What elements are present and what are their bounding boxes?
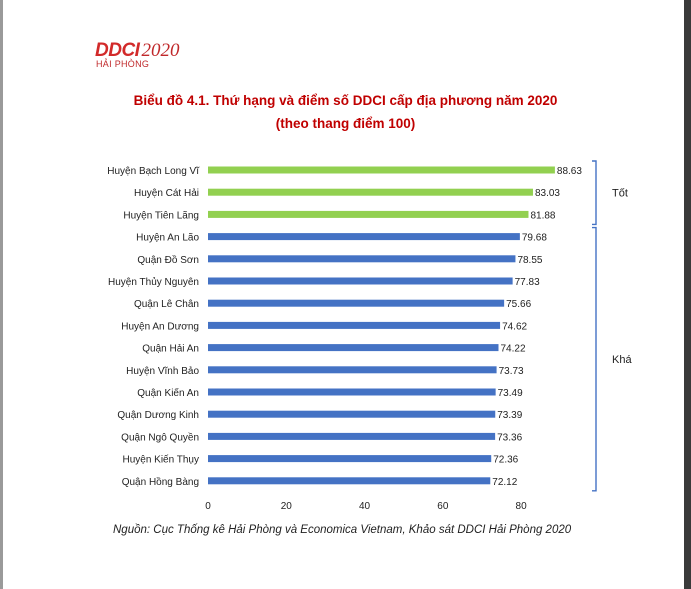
data-label: 74.22 xyxy=(500,344,525,355)
data-label: 73.73 xyxy=(499,366,524,377)
x-tick-label: 0 xyxy=(205,501,211,512)
chart-subtitle: (theo thang điểm 100) xyxy=(275,116,416,131)
bar xyxy=(208,166,555,174)
bar xyxy=(208,432,496,440)
category-label: Quận Đồ Sơn xyxy=(137,254,199,266)
category-label: Huyện Vĩnh Bảo xyxy=(126,366,199,377)
bar xyxy=(208,233,520,241)
x-tick-label: 60 xyxy=(437,501,449,512)
bar xyxy=(208,477,491,485)
logo-year: 2020 xyxy=(141,40,180,61)
bar xyxy=(208,255,516,263)
chart-title: Biểu đồ 4.1. Thứ hạng và điểm số DDCI cấ… xyxy=(133,93,558,108)
bar xyxy=(208,410,496,418)
logo-subtitle: HẢI PHÒNG xyxy=(96,59,150,69)
category-label: Huyện An Dương xyxy=(121,321,199,332)
data-label: 75.66 xyxy=(506,299,531,310)
x-tick-label: 80 xyxy=(516,501,528,512)
data-label: 72.12 xyxy=(492,477,517,488)
ddci-logo: DDCI 2020 HẢI PHÒNG xyxy=(95,40,180,69)
category-label: Huyện Kiến Thụy xyxy=(122,454,199,466)
data-label: 73.49 xyxy=(498,388,523,399)
category-label: Quận Hải An xyxy=(142,344,199,355)
logo-brand: DDCI xyxy=(95,40,140,61)
bar xyxy=(208,388,496,396)
data-label: 77.83 xyxy=(515,277,540,288)
category-label: Huyện Tiên Lãng xyxy=(123,210,199,221)
x-tick-label: 40 xyxy=(359,501,371,512)
category-label: Huyện Cát Hải xyxy=(134,188,199,199)
bar xyxy=(208,210,529,218)
category-label: Quận Dương Kinh xyxy=(117,410,199,421)
category-label: Huyện Thủy Nguyên xyxy=(108,276,199,288)
category-label: Huyện Bạch Long Vĩ xyxy=(107,166,200,177)
bar xyxy=(208,455,492,463)
data-label: 78.55 xyxy=(517,255,542,266)
group-label: Khá xyxy=(612,354,632,366)
bar xyxy=(208,321,501,329)
data-label: 73.39 xyxy=(497,410,522,421)
data-label: 79.68 xyxy=(522,233,547,244)
category-label: Quận Lê Chân xyxy=(134,299,199,310)
data-label: 72.36 xyxy=(493,455,518,466)
bar xyxy=(208,299,505,307)
category-label: Huyện An Lão xyxy=(136,233,199,244)
page-frame-left xyxy=(0,0,3,589)
category-label: Quận Ngô Quyền xyxy=(121,431,199,443)
group-label: Tốt xyxy=(612,188,628,200)
page-frame-right xyxy=(684,0,691,589)
source-note: Nguồn: Cục Thống kê Hải Phòng và Economi… xyxy=(113,524,572,536)
bar xyxy=(208,277,513,285)
bar xyxy=(208,188,533,196)
data-label: 83.03 xyxy=(535,188,560,199)
category-label: Quận Kiến An xyxy=(137,387,199,399)
data-label: 74.62 xyxy=(502,321,527,332)
category-label: Quận Hồng Bàng xyxy=(122,476,199,488)
bar xyxy=(208,344,499,352)
group-bracket xyxy=(592,160,597,226)
data-label: 88.63 xyxy=(557,166,582,177)
group-bracket xyxy=(592,226,597,492)
data-label: 73.36 xyxy=(497,432,522,443)
x-tick-label: 20 xyxy=(281,501,293,512)
bar xyxy=(208,366,497,374)
data-label: 81.88 xyxy=(530,210,555,221)
